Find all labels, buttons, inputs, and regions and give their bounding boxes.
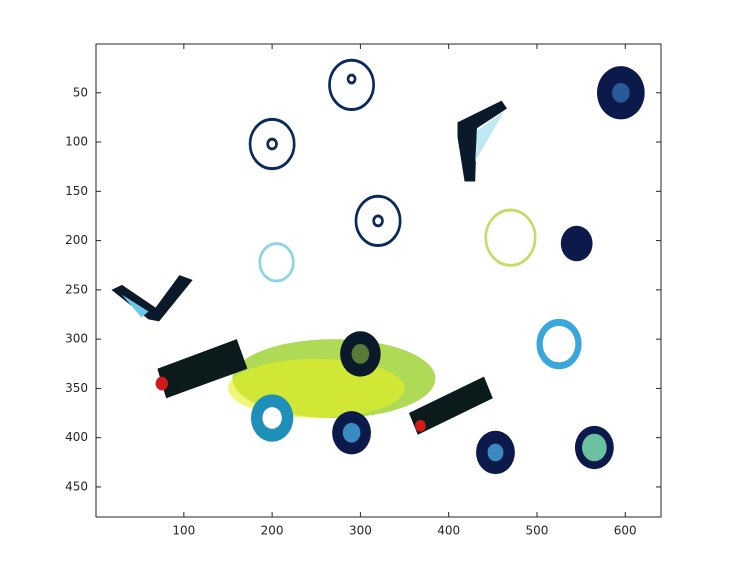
y-tick-label: 300 [65, 332, 88, 346]
y-tick-label: 250 [65, 282, 88, 296]
x-tick-label: 100 [172, 524, 195, 538]
image [96, 44, 661, 517]
x-tick-label: 500 [526, 524, 549, 538]
x-tick-label: 200 [261, 524, 284, 538]
x-tick-label: 600 [614, 524, 637, 538]
axes-box [95, 43, 662, 518]
y-tick-label: 400 [65, 430, 88, 444]
y-tick-label: 150 [65, 184, 88, 198]
x-tick-label: 400 [437, 524, 460, 538]
y-tick-label: 450 [65, 479, 88, 493]
y-tick-label: 200 [65, 233, 88, 247]
y-tick-label: 350 [65, 381, 88, 395]
y-tick-label: 100 [65, 135, 88, 149]
x-tick-label: 300 [349, 524, 372, 538]
y-tick-label: 50 [73, 85, 88, 99]
